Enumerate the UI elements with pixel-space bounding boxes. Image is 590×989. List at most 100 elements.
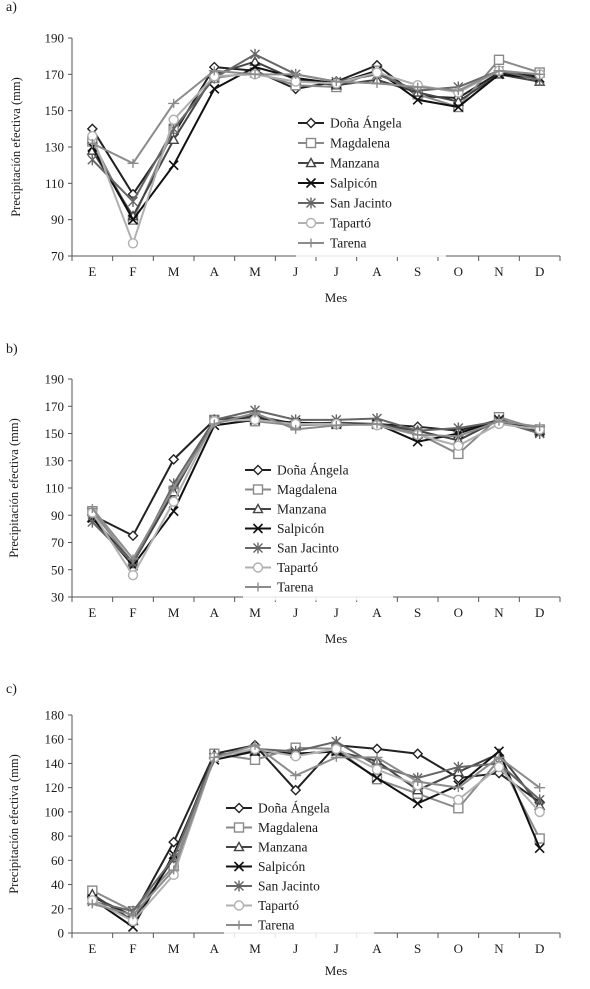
- data-point: [250, 48, 260, 60]
- x-tick-label: A: [372, 264, 382, 279]
- y-tick-label: 130: [45, 140, 65, 155]
- legend: Doña Ángela Magdalena Manzana Salpicón San J…: [224, 796, 374, 939]
- legend-item: Manzana: [245, 502, 326, 517]
- legend-marker: [233, 900, 245, 911]
- chart-c: 0 20 40 60 80 100 120 140 160 180 E F M A M J J A S O N D Mes P…: [7, 708, 561, 978]
- y-axis-title: Precipitación efectiva (mm): [7, 754, 21, 894]
- legend-item: Magdalena: [226, 820, 318, 835]
- legend-marker: [253, 542, 263, 554]
- x-tick-label: A: [372, 605, 382, 620]
- legend-item: Magdalena: [298, 136, 390, 151]
- data-point: [168, 114, 179, 125]
- y-axis-title: Precipitación efectiva (mm): [7, 418, 21, 558]
- data-point: [168, 483, 180, 493]
- legend-marker: [233, 861, 245, 872]
- series-line: [91, 418, 540, 578]
- legend-marker: [234, 880, 244, 892]
- x-tick-label: M: [168, 264, 180, 279]
- x-tick-label: N: [494, 264, 504, 279]
- data-point: [371, 743, 383, 755]
- data-point: [87, 154, 98, 166]
- x-tick-label: S: [414, 264, 421, 279]
- y-axis-title: Precipitación efectiva (mm): [9, 77, 23, 217]
- data-point: [371, 764, 383, 775]
- x-tick-label: M: [249, 941, 261, 956]
- data-point: [249, 55, 261, 66]
- data-point: [168, 496, 179, 507]
- legend-label: Doña Ángela: [330, 116, 402, 131]
- data-point: [290, 750, 301, 762]
- x-tick-label: F: [129, 605, 136, 620]
- panel-label-a: a): [6, 0, 17, 15]
- series-line: [91, 409, 540, 565]
- legend-label: Salpicón: [330, 176, 377, 191]
- x-tick-label: J: [293, 605, 298, 620]
- data-point: [412, 777, 424, 787]
- legend-label: Tarena: [258, 918, 295, 933]
- data-point: [493, 416, 505, 426]
- series-line: [91, 58, 540, 222]
- data-point: [128, 196, 138, 207]
- data-point: [493, 752, 505, 762]
- legend-item: Doña Ángela: [226, 801, 330, 816]
- x-tick-label: O: [454, 941, 463, 956]
- legend-label: Tapartó: [258, 898, 299, 913]
- legend-label: Tapartó: [277, 560, 318, 575]
- data-point: [453, 803, 464, 814]
- legend-marker: [305, 217, 317, 229]
- panel-label-b: b): [6, 342, 18, 357]
- y-tick-label: 0: [58, 926, 65, 941]
- legend-marker: [305, 117, 317, 129]
- legend-label: Tarena: [330, 236, 367, 251]
- legend-item: Salpicón: [226, 859, 305, 874]
- x-tick-label: M: [249, 264, 261, 279]
- panel-label-c: c): [6, 682, 17, 697]
- y-tick-label: 180: [45, 708, 65, 723]
- y-tick-label: 190: [45, 31, 65, 46]
- y-tick-label: 110: [45, 176, 64, 191]
- data-point: [371, 67, 383, 78]
- legend-label: Tapartó: [330, 216, 371, 231]
- y-tick-label: 190: [45, 372, 65, 387]
- chart-panel-a: a) 70 90 110 130 150 170 190 E F M A M J J A S O N D Mes Pre…: [0, 0, 590, 320]
- y-tick-label: 100: [45, 804, 65, 819]
- legend: Doña Ángela Magdalena Manzana Salpicón San J…: [243, 458, 393, 601]
- x-tick-label: S: [414, 605, 421, 620]
- data-point: [168, 453, 180, 465]
- x-tick-label: E: [88, 941, 96, 956]
- legend-label: San Jacinto: [330, 196, 392, 211]
- y-tick-label: 20: [51, 901, 64, 916]
- data-point: [452, 431, 464, 441]
- y-tick-label: 30: [51, 590, 64, 605]
- data-point: [534, 69, 546, 79]
- series-line: [91, 747, 541, 923]
- data-point: [371, 772, 383, 784]
- data-point: [127, 214, 139, 225]
- data-point: [290, 69, 302, 79]
- legend-label: San Jacinto: [277, 541, 339, 556]
- series-7: [86, 66, 546, 168]
- legend-marker: [252, 464, 264, 476]
- legend-item: San Jacinto: [245, 541, 339, 556]
- legend-item: Tarena: [226, 918, 295, 933]
- data-point: [371, 419, 383, 429]
- data-point: [249, 69, 261, 79]
- data-point: [290, 424, 302, 434]
- data-point: [168, 160, 179, 171]
- data-point: [534, 806, 545, 818]
- data-point: [168, 836, 180, 848]
- data-point: [453, 422, 464, 434]
- data-point: [412, 798, 423, 809]
- x-axis-title: Mes: [325, 290, 347, 305]
- legend-label: San Jacinto: [258, 879, 320, 894]
- data-point: [127, 158, 139, 168]
- data-point: [127, 530, 139, 542]
- data-point: [208, 419, 220, 429]
- x-tick-label: M: [168, 605, 180, 620]
- data-point: [249, 62, 261, 73]
- legend-label: Manzana: [258, 840, 307, 855]
- data-point: [167, 133, 180, 145]
- legend-label: Doña Ángela: [258, 801, 330, 816]
- data-point: [493, 54, 505, 65]
- legend-marker: [305, 177, 317, 189]
